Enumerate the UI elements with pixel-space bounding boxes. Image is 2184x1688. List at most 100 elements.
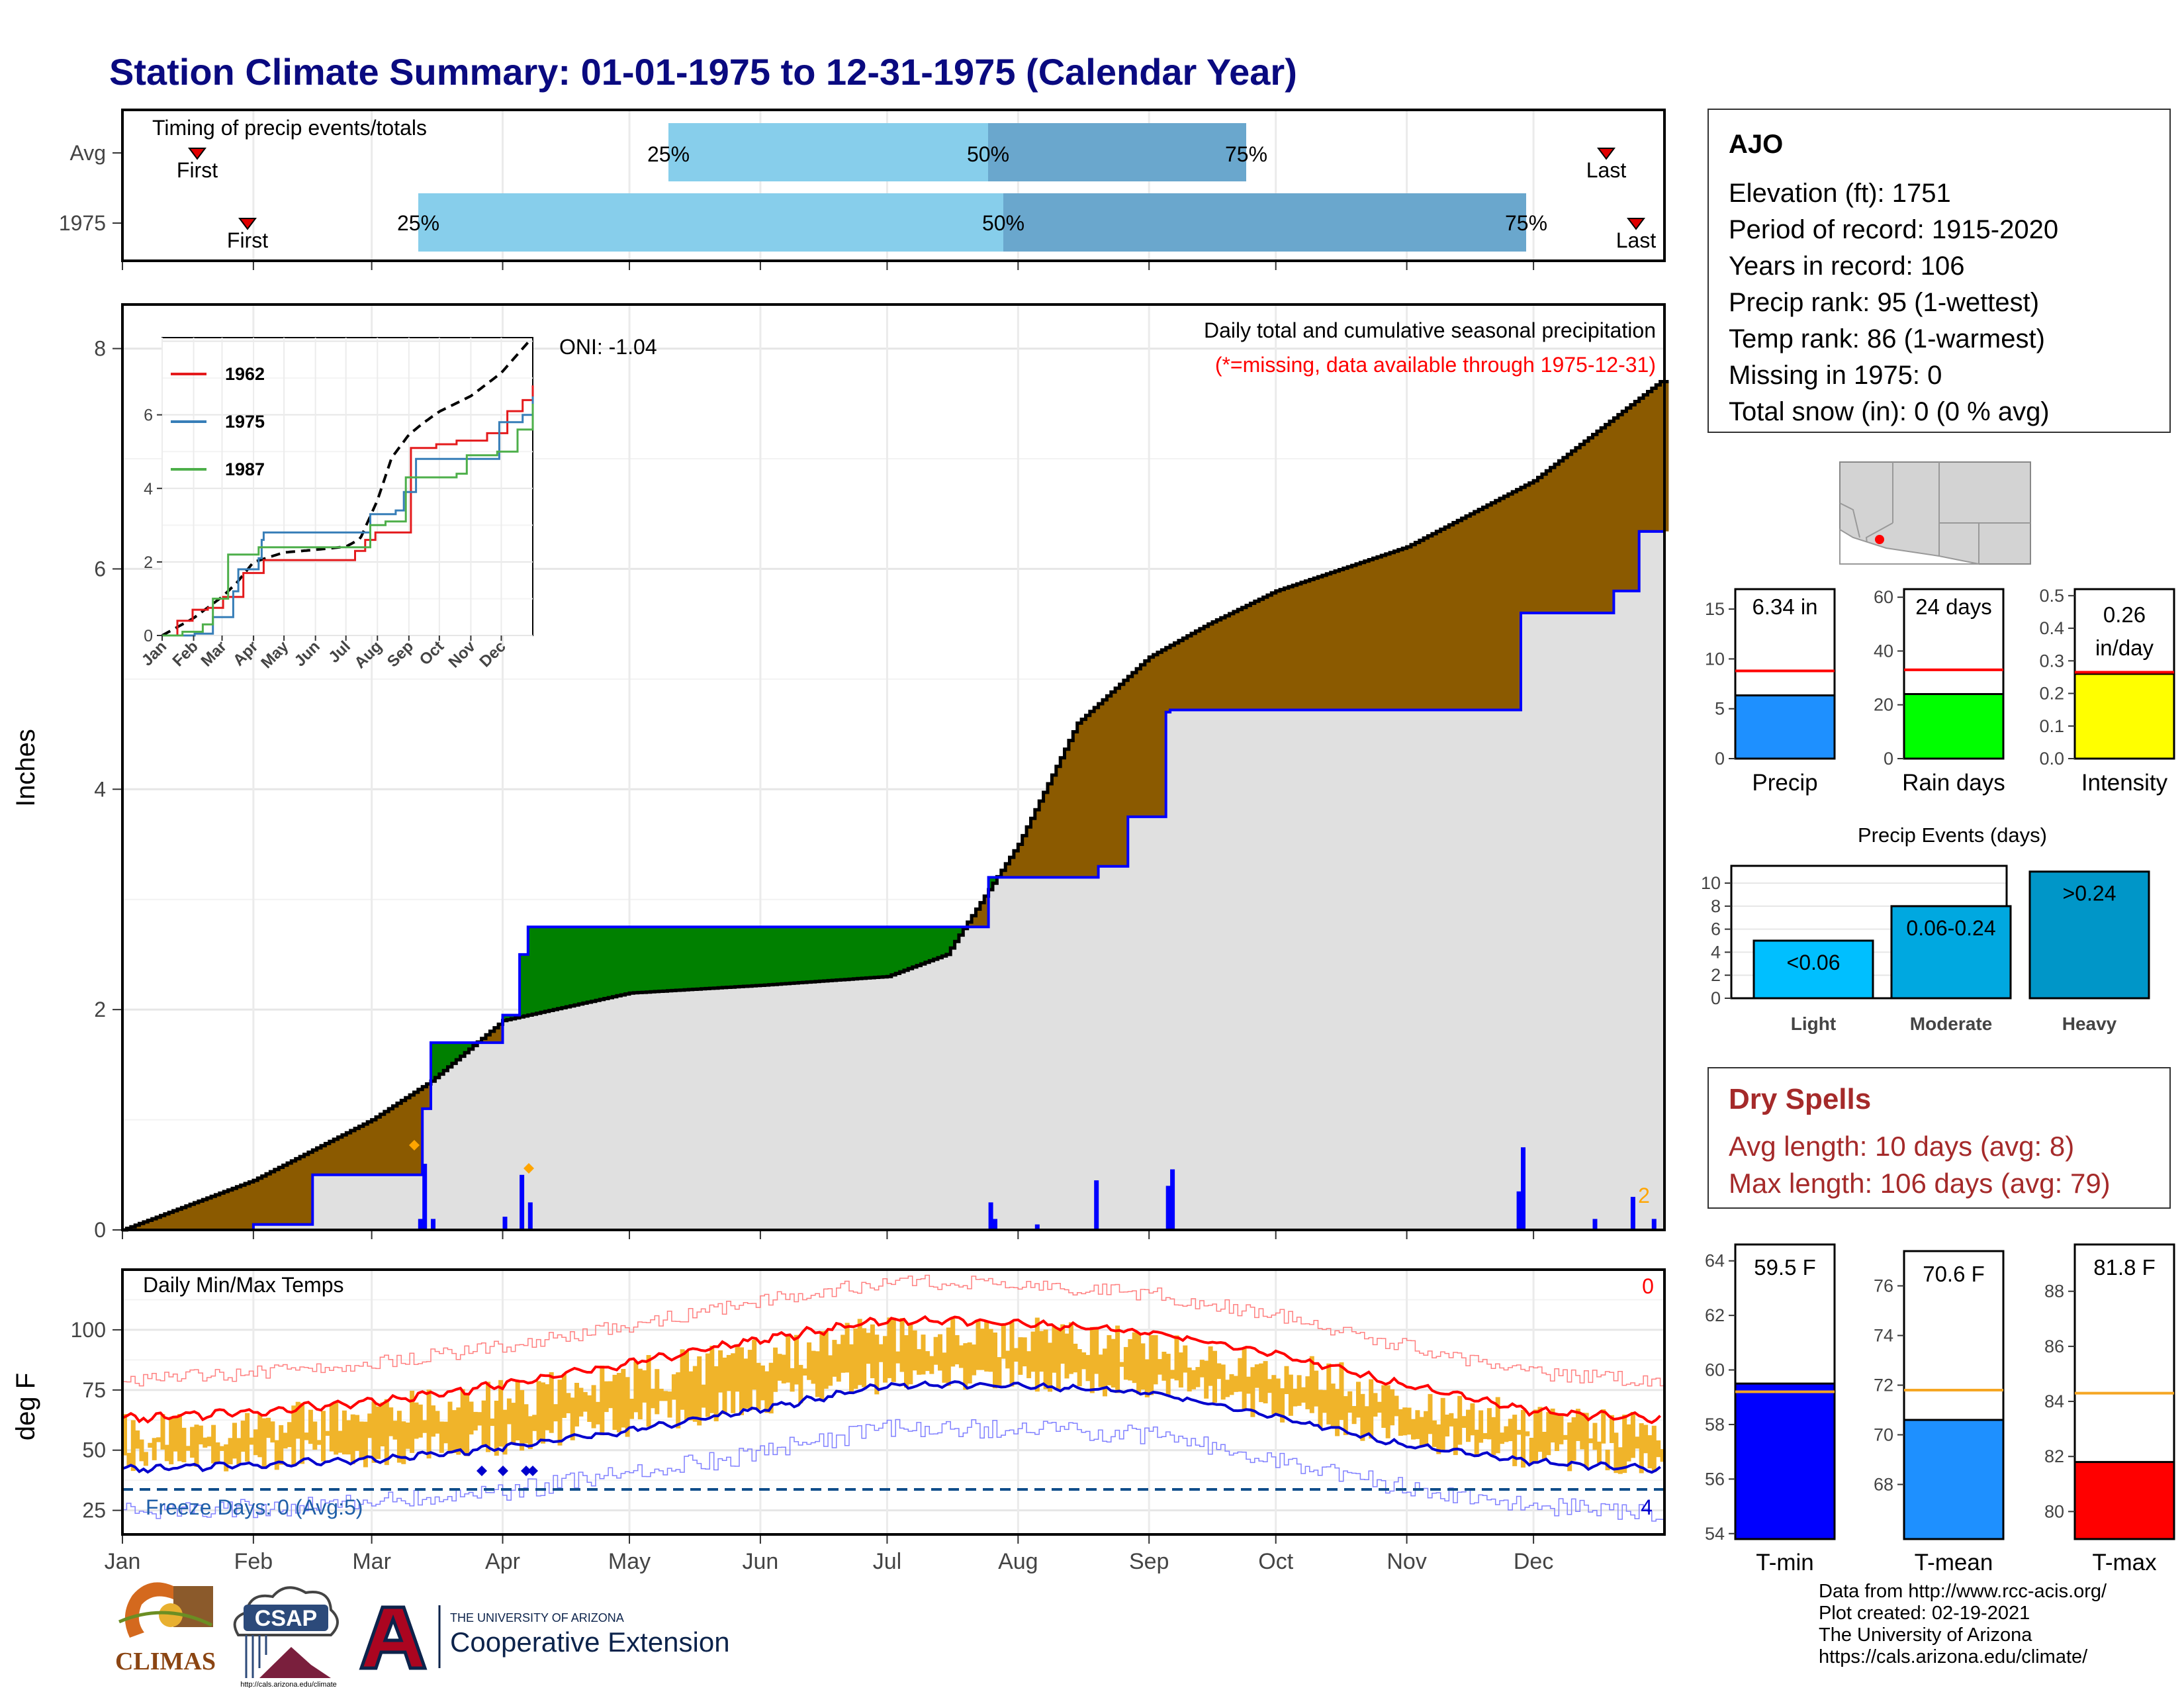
temp-daily-bar xyxy=(659,1388,664,1401)
temp-daily-bar xyxy=(1174,1335,1179,1381)
temp-daily-bar xyxy=(1254,1364,1259,1388)
temp-daily-bar xyxy=(768,1362,774,1414)
temp-daily-bar xyxy=(1297,1375,1302,1406)
temp-daily-bar xyxy=(1212,1350,1217,1403)
inset-x-tick-label: Oct xyxy=(416,637,447,669)
temp-bar-tick-label: 86 xyxy=(2044,1336,2064,1356)
temp-daily-bar xyxy=(431,1405,435,1437)
temp-daily-bar xyxy=(1482,1432,1488,1439)
temp-daily-bar xyxy=(1322,1390,1327,1413)
temp-daily-bar xyxy=(1030,1331,1036,1372)
temp-daily-bar xyxy=(874,1335,880,1395)
station-elevation: Elevation (ft): 1751 xyxy=(1729,179,1951,208)
temp-daily-bar xyxy=(650,1388,655,1409)
temp-daily-bar xyxy=(1449,1413,1454,1427)
temp-daily-bar xyxy=(1001,1325,1006,1359)
temp-daily-bar xyxy=(1187,1367,1192,1391)
temp-daily-bar xyxy=(1588,1438,1594,1444)
mini-chart-tick-label: 0.0 xyxy=(2039,749,2064,769)
temp-daily-bar xyxy=(844,1323,850,1373)
timing-frame xyxy=(121,109,1666,262)
temp-average-max-line xyxy=(122,1315,1662,1425)
temp-daily-bar xyxy=(1466,1409,1471,1442)
temp-daily-bar xyxy=(541,1382,545,1444)
temp-daily-bar xyxy=(1140,1343,1146,1390)
temp-daily-bar xyxy=(177,1414,182,1462)
temp-daily-bar xyxy=(878,1344,884,1362)
temp-daily-bar xyxy=(1153,1335,1158,1385)
temp-daily-bar xyxy=(1424,1411,1429,1446)
credit-line: Plot created: 02-19-2021 xyxy=(1819,1603,2030,1624)
temp-daily-bar xyxy=(1259,1363,1264,1403)
temp-daily-bar xyxy=(1529,1438,1534,1464)
precip-y-axis-title: Inches xyxy=(11,729,40,807)
temp-daily-bar xyxy=(1225,1380,1230,1397)
temp-daily-bar xyxy=(224,1444,229,1472)
mini-chart-tick-label: 0 xyxy=(1715,749,1725,769)
temp-daily-bar xyxy=(1335,1389,1340,1436)
temp-daily-bar xyxy=(1373,1393,1378,1417)
temp-daily-bar xyxy=(300,1403,305,1464)
temp-daily-bar xyxy=(1445,1415,1450,1436)
temp-daily-bar xyxy=(629,1399,634,1419)
temp-daily-bar xyxy=(972,1344,977,1376)
month-tick-label: Jan xyxy=(105,1549,141,1574)
temp-daily-bar xyxy=(908,1324,913,1385)
temp-marker xyxy=(498,1466,508,1476)
temp-daily-bar xyxy=(1068,1322,1073,1374)
timing-year-75-label: 75% xyxy=(1505,211,1547,235)
month-tick-label: May xyxy=(608,1549,651,1574)
inset-average-line xyxy=(161,337,533,637)
temp-daily-bar xyxy=(439,1421,444,1453)
temp-daily-bar xyxy=(1550,1408,1555,1443)
credit-line: The University of Arizona xyxy=(1819,1624,2032,1646)
temp-daily-bar xyxy=(1479,1410,1484,1443)
precip-daily-bar xyxy=(1521,1147,1525,1230)
temp-daily-bar xyxy=(1415,1410,1420,1439)
temp-daily-bar xyxy=(815,1351,820,1397)
temp-daily-bar xyxy=(1390,1389,1395,1426)
mini-chart-bar xyxy=(2073,673,2175,760)
precip-daily-bar xyxy=(1592,1219,1598,1230)
temp-daily-bar xyxy=(266,1417,271,1438)
temp-daily-bar xyxy=(523,1404,529,1444)
temp-daily-bar xyxy=(684,1350,689,1421)
mini-chart-tick-label: 0 xyxy=(1884,749,1893,769)
temp-daily-bar xyxy=(422,1420,428,1433)
temp-daily-bar xyxy=(553,1404,559,1422)
temp-daily-bar xyxy=(249,1437,254,1445)
temp-daily-bar xyxy=(1073,1343,1078,1373)
precip-y-tick-label: 0 xyxy=(94,1218,106,1242)
temp-daily-bar xyxy=(1119,1362,1124,1367)
climas-logo: CLIMAS xyxy=(115,1582,216,1675)
temp-daily-bar xyxy=(1495,1397,1500,1454)
events-tick-label: 8 xyxy=(1711,896,1721,916)
temp-daily-bar xyxy=(976,1319,981,1370)
oni-label: ONI: -1.04 xyxy=(559,335,657,359)
temp-daily-bar xyxy=(447,1401,453,1452)
temp-daily-bar xyxy=(739,1347,744,1415)
temp-daily-bar xyxy=(325,1430,330,1436)
temp-daily-bar xyxy=(1309,1356,1314,1413)
mini-chart-bar xyxy=(1903,693,2005,760)
temp-daily-bar xyxy=(1610,1415,1614,1443)
temp-daily-bar xyxy=(355,1415,360,1451)
temp-y-tick-label: 50 xyxy=(82,1438,106,1462)
month-tick-label: Feb xyxy=(234,1549,273,1574)
temp-daily-bar xyxy=(494,1401,499,1456)
temp-daily-bar xyxy=(967,1342,972,1383)
precip-annotation-title: Daily total and cumulative seasonal prec… xyxy=(1204,318,1656,342)
precip-events-chart: Precip Events (days) <0.06 Light 0.06-0.24 M… xyxy=(1701,823,2150,1034)
temp-daily-bar xyxy=(350,1414,355,1464)
events-bar-label: >0.24 xyxy=(2063,882,2116,906)
temp-daily-bar xyxy=(359,1421,364,1458)
temp-daily-bar xyxy=(718,1350,723,1393)
inset-x-tick-label: Dec xyxy=(476,637,509,671)
temp-bar-tick-label: 60 xyxy=(1705,1360,1725,1380)
temp-daily-bar xyxy=(295,1401,300,1439)
temp-daily-bar xyxy=(1635,1436,1640,1449)
mini-bar-charts: 0 5 10 15 6.34 in Precip 0 20 40 60 24 days Rain da… xyxy=(1705,586,2175,796)
temp-daily-bar xyxy=(819,1331,825,1401)
temp-daily-bar xyxy=(637,1368,643,1420)
